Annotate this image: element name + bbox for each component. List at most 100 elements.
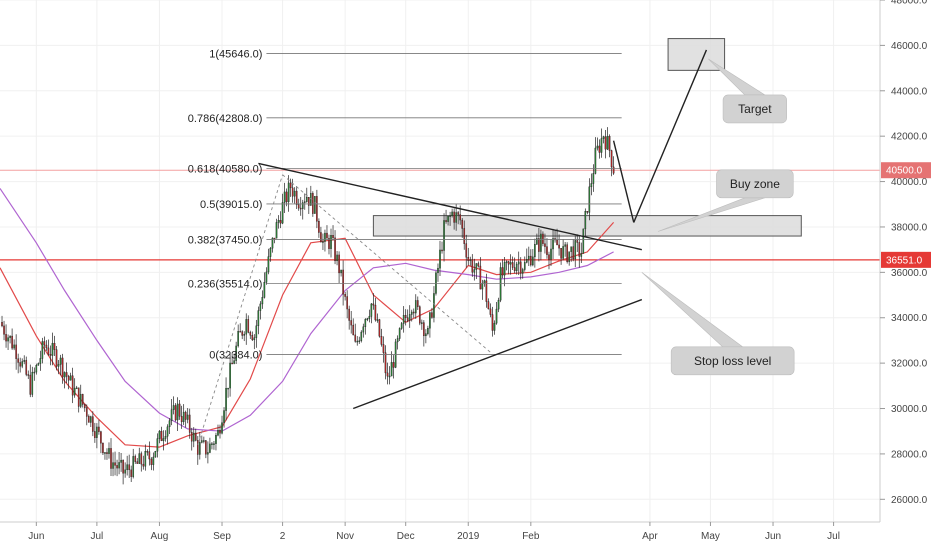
candle <box>215 435 217 444</box>
moving-average-1 <box>0 222 615 448</box>
fib-level-label: 0.382(37450.0) <box>188 234 263 246</box>
candle <box>366 318 369 320</box>
candle <box>29 374 32 395</box>
candle <box>221 422 223 434</box>
candle <box>354 334 357 342</box>
candle <box>92 416 94 432</box>
candle <box>5 334 7 342</box>
candle <box>604 136 607 150</box>
candle <box>408 314 411 321</box>
candle <box>41 341 44 359</box>
price-tag-box <box>881 251 931 268</box>
candle <box>489 308 492 315</box>
fib-level-label: 0.618(40580.0) <box>188 163 263 175</box>
fibonacci-levels: 1(45646.0) 0.786(42808.0) 0.618(40580.0) 0.… <box>188 48 622 361</box>
candle <box>7 337 9 342</box>
candle <box>251 335 254 341</box>
candle <box>85 407 88 417</box>
x-tick-label: 2019 <box>457 531 480 542</box>
candle <box>473 269 476 273</box>
candle <box>291 187 294 197</box>
candle <box>398 328 401 339</box>
x-tick-label: Sep <box>213 531 231 542</box>
fib-level-label: 1(45646.0) <box>209 48 262 60</box>
fib-diagonal-1 <box>282 174 493 355</box>
candle <box>299 207 302 210</box>
candle <box>358 340 361 343</box>
candle <box>372 303 375 306</box>
candle <box>279 220 282 224</box>
y-axis: 26000.0 28000.0 30000.0 32000.0 34000.0 36000… <box>880 0 928 506</box>
candle <box>67 376 70 381</box>
candle <box>447 215 449 222</box>
candle <box>406 317 409 321</box>
candle <box>94 431 96 438</box>
candle <box>271 237 274 249</box>
candle <box>98 426 100 432</box>
candle <box>239 331 241 333</box>
candle <box>265 271 268 283</box>
candle <box>249 332 252 336</box>
price-tag-label: 40500.0 <box>886 166 923 177</box>
candle <box>158 430 161 439</box>
candle <box>525 259 528 263</box>
candle <box>600 138 603 153</box>
candle <box>295 190 298 205</box>
candle <box>237 331 239 347</box>
candle <box>305 197 308 202</box>
candle <box>546 246 548 255</box>
candle <box>245 319 248 335</box>
candle <box>499 267 502 301</box>
candle <box>247 319 250 333</box>
candle <box>160 430 163 441</box>
candle <box>293 190 296 197</box>
candle <box>572 246 575 260</box>
candle <box>425 333 427 337</box>
candle <box>134 456 137 462</box>
candle <box>328 238 330 249</box>
candle <box>481 282 484 290</box>
candle <box>182 411 185 423</box>
candle <box>523 262 526 270</box>
candle <box>374 304 377 321</box>
candle <box>318 220 320 233</box>
candle <box>35 364 38 373</box>
candle <box>455 212 457 223</box>
candle <box>65 372 68 377</box>
candle <box>515 263 518 272</box>
candle <box>380 336 383 345</box>
candle <box>330 235 332 249</box>
candle <box>314 196 316 214</box>
candle <box>453 211 455 223</box>
candle <box>483 280 486 284</box>
y-tick-label: 32000.0 <box>891 359 928 370</box>
candle <box>521 269 524 274</box>
candle <box>437 267 439 274</box>
candle <box>90 416 92 423</box>
candle <box>596 145 599 149</box>
x-tick-label: Aug <box>151 531 169 542</box>
candle <box>574 240 577 260</box>
candle <box>17 358 19 363</box>
candle <box>530 255 532 266</box>
fib-diagonal-2 <box>197 174 283 445</box>
candle <box>346 296 348 310</box>
candle <box>196 440 199 455</box>
candle <box>176 403 179 421</box>
candle <box>396 338 399 343</box>
candle <box>507 261 510 265</box>
candle <box>378 319 381 337</box>
candle <box>570 246 572 252</box>
candle <box>11 335 13 349</box>
candle <box>497 299 500 310</box>
x-tick-label: Jul <box>90 531 103 542</box>
candle <box>503 262 506 276</box>
candle <box>61 357 64 378</box>
candle <box>356 340 359 343</box>
candle <box>209 443 211 453</box>
candle <box>33 371 36 374</box>
y-tick-label: 44000.0 <box>891 86 928 97</box>
candle <box>475 263 478 270</box>
candle <box>275 222 278 239</box>
